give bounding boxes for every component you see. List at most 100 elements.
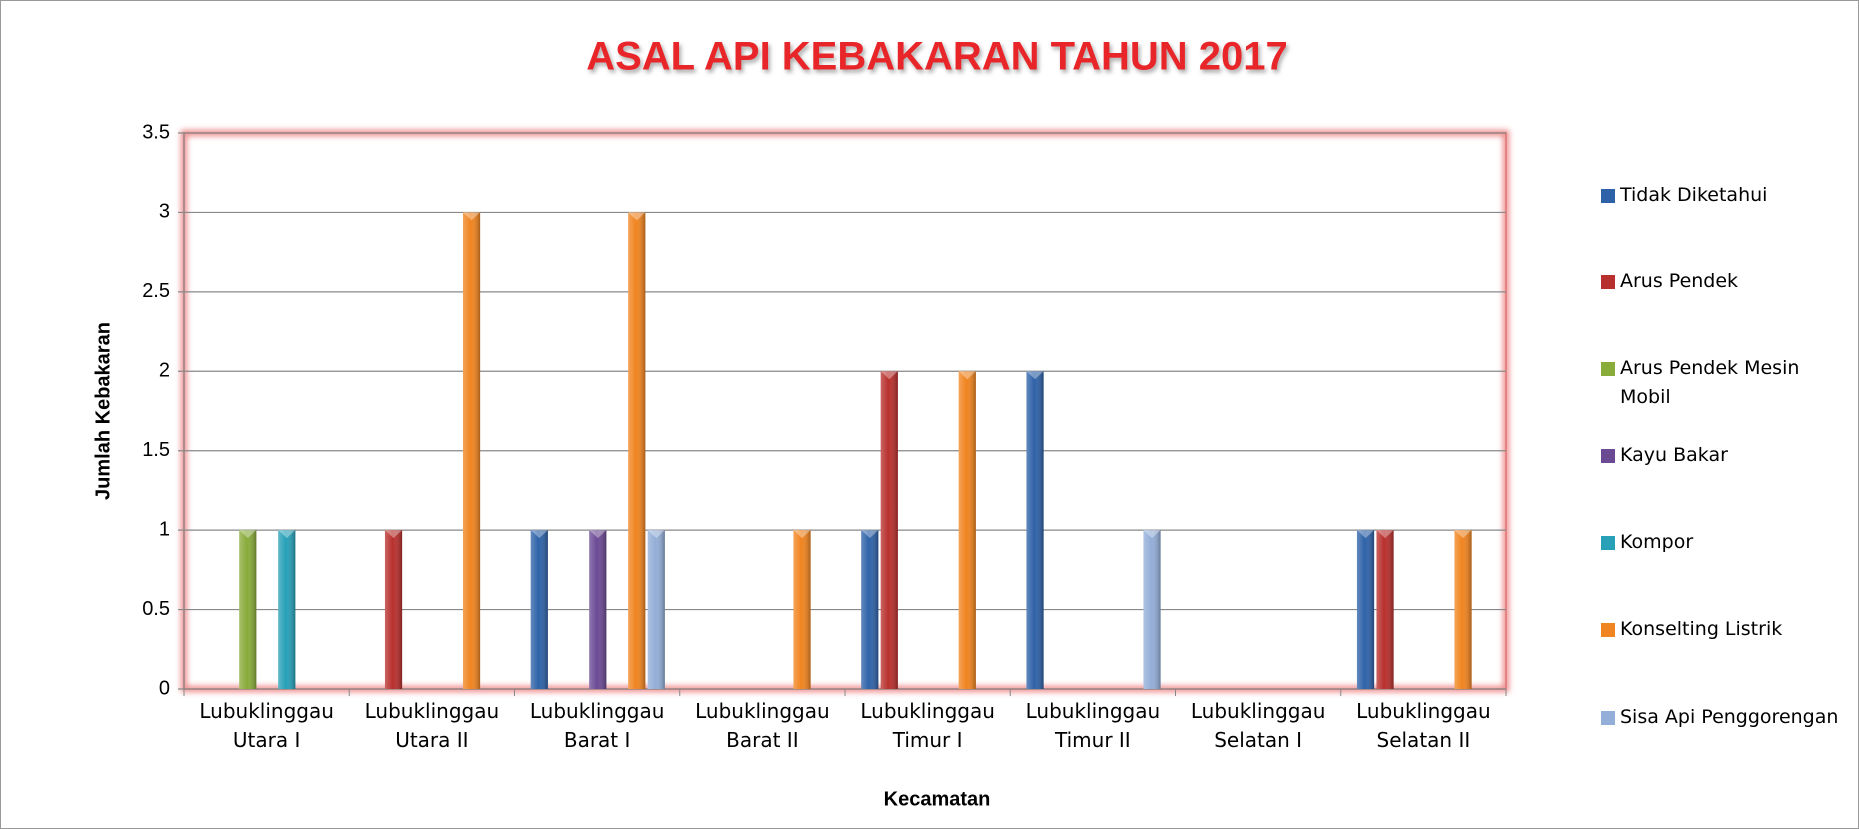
x-axis-title: Kecamatan — [884, 788, 991, 810]
x-tick-label-box: Lubuklinggau Utara I — [199, 699, 334, 752]
bar-shine — [384, 530, 403, 689]
bar-group — [1143, 530, 1161, 689]
bar-group — [1356, 530, 1375, 689]
bar-group — [1026, 371, 1044, 689]
bar-cap — [462, 212, 481, 221]
y-tick-label: 0.5 — [142, 598, 170, 620]
y-tick-label: 3.5 — [142, 121, 170, 143]
bar-shine — [958, 371, 976, 689]
y-axis-title: Jumlah Kebakaran — [92, 322, 114, 500]
bar-shine — [462, 212, 481, 689]
bar-group — [793, 530, 811, 689]
bar-group — [1376, 530, 1394, 689]
bar-shine — [530, 530, 548, 689]
bar-shine — [589, 530, 607, 689]
bar-group — [384, 530, 403, 689]
legend-label-box: Sisa Api Penggorengan — [1620, 706, 1839, 728]
legend-label: Arus Pendek Mesin Mobil — [1620, 357, 1800, 408]
bar-shine — [647, 530, 665, 689]
y-tick-label: 2 — [159, 360, 170, 382]
bar-shine — [880, 371, 898, 689]
legend-label: Tidak Diketahui — [1620, 184, 1768, 206]
x-tick-label-box: Lubuklinggau Selatan I — [1190, 699, 1326, 752]
bar-shine — [1143, 530, 1161, 689]
legend-label: Sisa Api Penggorengan — [1620, 706, 1839, 728]
legend-swatch — [1601, 536, 1615, 550]
bar-cap — [530, 530, 548, 539]
x-tick-label: Lubuklinggau Barat II — [695, 699, 830, 752]
bar-shine — [861, 530, 879, 689]
bar-cap — [958, 371, 976, 380]
bar-cap — [239, 530, 257, 539]
bar-cap — [793, 530, 811, 539]
bar-group — [1454, 530, 1472, 689]
bar-group — [589, 530, 607, 689]
legend-label-box: Tidak Diketahui — [1620, 184, 1768, 206]
x-tick-label: Lubuklinggau Timur II — [1025, 699, 1161, 752]
legend-label-box: Konselting Listrik — [1620, 618, 1783, 640]
x-tick-label-box: Lubuklinggau Selatan II — [1356, 699, 1491, 752]
bar-cap — [1454, 530, 1472, 539]
x-tick-label-box: Lubuklinggau Utara II — [364, 699, 500, 752]
chart-title: ASAL API KEBAKARAN TAHUN 2017 — [586, 35, 1288, 79]
bar-cap — [278, 530, 296, 539]
x-tick-label: Lubuklinggau Barat I — [529, 699, 665, 752]
y-tick-label: 1.5 — [142, 439, 170, 461]
x-tick-label: Lubuklinggau Timur I — [860, 699, 995, 752]
legend-label-box: Arus Pendek — [1620, 270, 1739, 292]
y-tick-label: 2.5 — [142, 280, 170, 302]
bar-shine — [628, 212, 646, 689]
legend-swatch — [1601, 189, 1615, 203]
bar-group — [278, 530, 296, 689]
x-tick-label: Lubuklinggau Selatan I — [1190, 699, 1326, 752]
legend-label-box: Kompor — [1620, 531, 1694, 553]
bar-group — [647, 530, 665, 689]
legend-swatch — [1601, 449, 1615, 463]
bar-cap — [384, 530, 403, 539]
bar-group — [880, 371, 898, 689]
bar-shine — [1356, 530, 1375, 689]
bar-shine — [1376, 530, 1394, 689]
bar-group — [958, 371, 976, 689]
bar-group — [861, 530, 879, 689]
bar-shine — [239, 530, 257, 689]
legend-label-box: Arus Pendek Mesin Mobil — [1620, 357, 1800, 408]
bar-group — [239, 530, 257, 689]
y-tick-label: 0 — [159, 677, 170, 699]
bar-shine — [1026, 371, 1044, 689]
legend-swatch — [1601, 362, 1615, 376]
x-tick-label-box: Lubuklinggau Timur I — [860, 699, 995, 752]
bar-shine — [793, 530, 811, 689]
bar-cap — [589, 530, 607, 539]
bar-cap — [647, 530, 665, 539]
x-tick-label: Lubuklinggau Utara II — [364, 699, 500, 752]
bar-cap — [1026, 371, 1044, 380]
legend-label: Arus Pendek — [1620, 270, 1739, 292]
legend-swatch — [1601, 711, 1615, 725]
bar-group — [530, 530, 548, 689]
bar-cap — [1356, 530, 1375, 539]
x-tick-label-box: Lubuklinggau Barat I — [529, 699, 665, 752]
bar-shine — [1454, 530, 1472, 689]
bar-cap — [628, 212, 646, 221]
bar-shine — [278, 530, 296, 689]
bar-group — [462, 212, 481, 689]
bar-cap — [1143, 530, 1161, 539]
legend-swatch — [1601, 623, 1615, 637]
x-tick-label: Lubuklinggau Selatan II — [1356, 699, 1491, 752]
x-tick-label-box: Lubuklinggau Barat II — [695, 699, 830, 752]
legend-label: Kompor — [1620, 531, 1694, 553]
y-tick-label: 3 — [159, 201, 170, 223]
y-tick-label: 1 — [159, 518, 170, 540]
legend-label: Kayu Bakar — [1620, 444, 1728, 466]
bar-cap — [1376, 530, 1394, 539]
x-tick-label: Lubuklinggau Utara I — [199, 699, 334, 752]
bar-cap — [880, 371, 898, 380]
legend-swatch — [1601, 275, 1615, 289]
bar-group — [628, 212, 646, 689]
legend-label-box: Kayu Bakar — [1620, 444, 1728, 466]
bar-cap — [861, 530, 879, 539]
legend-label: Konselting Listrik — [1620, 618, 1783, 640]
x-tick-label-box: Lubuklinggau Timur II — [1025, 699, 1161, 752]
